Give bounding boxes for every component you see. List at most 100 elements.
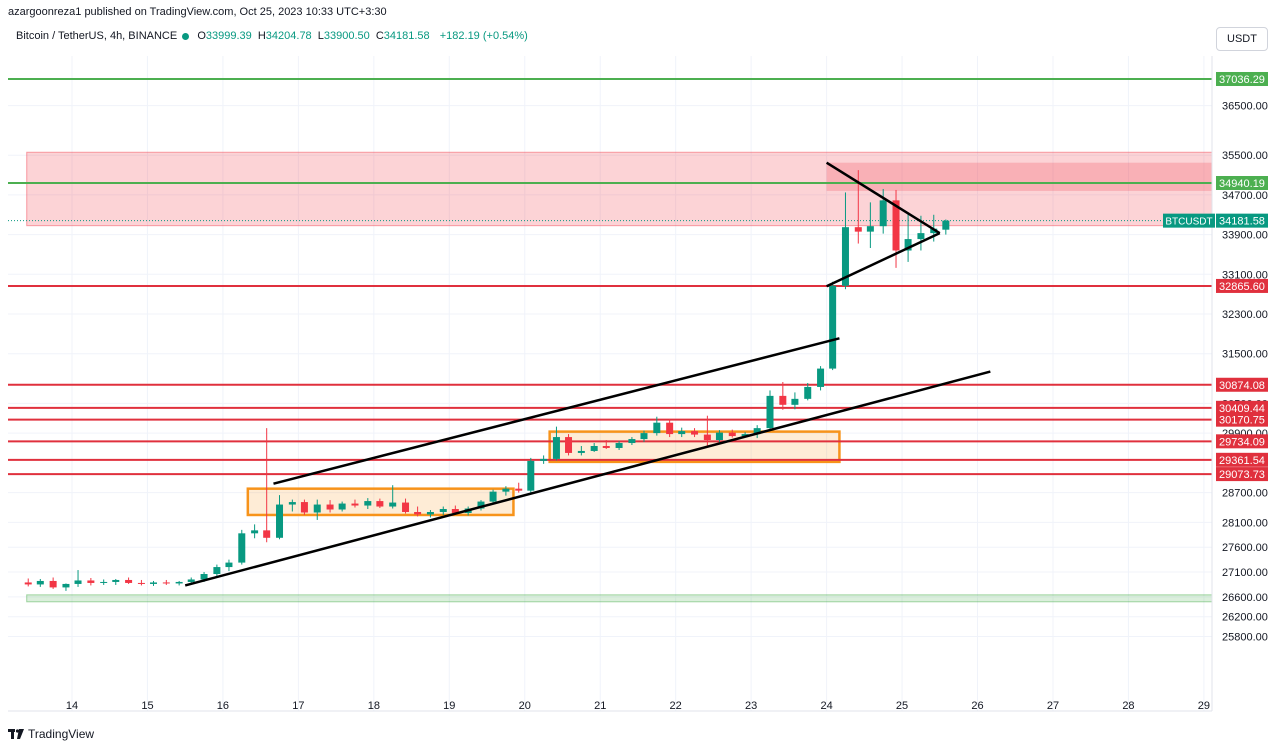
candle-body <box>426 511 434 515</box>
candle <box>866 202 874 249</box>
candle-body <box>552 437 560 459</box>
candle <box>49 577 57 589</box>
level-badge-label: 37036.29 <box>1219 74 1265 86</box>
candle <box>112 578 120 585</box>
price-tick-label: 32300.00 <box>1222 309 1268 321</box>
price-tick-label: 34700.00 <box>1222 190 1268 202</box>
candle-body <box>930 228 938 234</box>
candle-body <box>137 582 145 584</box>
candle <box>766 390 774 431</box>
candle-body <box>288 502 296 505</box>
price-tick-label: 28700.00 <box>1222 488 1268 500</box>
candle-body <box>602 445 610 448</box>
candle <box>804 382 812 401</box>
candle <box>175 580 183 586</box>
symbol-title: Bitcoin / TetherUS, 4h, BINANCE <box>16 30 178 42</box>
candle-body <box>74 580 82 584</box>
time-tick-label: 28 <box>1122 700 1134 712</box>
candle <box>300 499 308 515</box>
candle-body <box>213 567 221 575</box>
time-tick-label: 14 <box>66 700 78 712</box>
level-badge <box>1216 412 1268 427</box>
candle <box>728 429 736 438</box>
ohlc-low: L33900.50 <box>317 30 370 42</box>
candle <box>753 425 761 439</box>
candle-body <box>24 582 32 585</box>
candle <box>904 212 912 262</box>
ohlc-high: H34204.78 <box>257 30 312 42</box>
candle <box>213 564 221 577</box>
candle <box>439 506 447 515</box>
price-axis: 36500.00 35500.00 34700.00 33900.00 33100.00… <box>1163 56 1268 711</box>
candle <box>791 392 799 410</box>
trendline <box>273 337 840 485</box>
currency-button[interactable]: USDT <box>1216 27 1268 51</box>
candle <box>942 219 950 235</box>
level-badge-label: 30170.75 <box>1219 415 1265 427</box>
candle <box>540 455 548 464</box>
symbol-badge <box>1163 213 1215 228</box>
candle <box>263 428 271 543</box>
candle <box>338 501 346 512</box>
candle <box>841 192 849 290</box>
chart-legend: Bitcoin / TetherUS, 4h, BINANCE O33999.3… <box>16 30 528 42</box>
candle <box>615 441 623 450</box>
candle-body <box>753 428 761 435</box>
candle-body <box>502 488 510 492</box>
candle-body <box>389 502 397 507</box>
candle <box>402 498 410 514</box>
candle-body <box>451 509 459 513</box>
price-tick-label: 28100.00 <box>1222 517 1268 529</box>
candle-body <box>100 581 108 583</box>
level-badge <box>1216 452 1268 467</box>
candle <box>552 426 560 461</box>
candle-body <box>854 227 862 232</box>
level-badge <box>1216 377 1268 392</box>
price-tick-label: 26600.00 <box>1222 592 1268 604</box>
candle-body <box>703 434 711 441</box>
time-tick-label: 26 <box>971 700 983 712</box>
resistance-zone-inner <box>826 162 1212 191</box>
candle <box>251 524 259 539</box>
candle-body <box>628 439 636 444</box>
price-tick-label: 25800.00 <box>1222 632 1268 644</box>
price-tick-label: 35500.00 <box>1222 150 1268 162</box>
candle-body <box>766 395 774 429</box>
candle <box>602 440 610 449</box>
candle <box>24 578 32 587</box>
candle-body <box>326 504 334 510</box>
candle <box>426 510 434 518</box>
candle-body <box>892 200 900 251</box>
candle <box>326 500 334 513</box>
trendline <box>184 370 991 587</box>
candle <box>527 457 535 493</box>
time-tick-label: 20 <box>519 700 531 712</box>
time-tick-label: 19 <box>443 700 455 712</box>
price-tick-label: 27100.00 <box>1222 567 1268 579</box>
candle <box>666 419 674 438</box>
candle-body <box>87 580 95 583</box>
publisher-note: azargoonreza1 published on TradingView.c… <box>8 6 387 18</box>
level-badge <box>1216 176 1268 190</box>
candle <box>678 427 686 438</box>
candle-body <box>779 395 787 405</box>
candle <box>100 579 108 585</box>
candle <box>653 416 661 436</box>
time-tick-label: 15 <box>141 700 153 712</box>
candle-body <box>351 503 359 506</box>
candle <box>577 445 585 456</box>
candle <box>74 570 82 587</box>
candle-body <box>678 431 686 435</box>
time-tick-label: 22 <box>670 700 682 712</box>
candle <box>691 428 699 438</box>
candle <box>715 430 723 443</box>
candle <box>590 443 598 452</box>
candle-body <box>225 562 233 568</box>
level-badge-label: 29361.54 <box>1219 455 1265 467</box>
candle-body <box>162 582 170 584</box>
time-tick-label: 18 <box>368 700 380 712</box>
candle-body <box>477 501 485 509</box>
candle <box>779 381 787 410</box>
candle-body <box>112 579 120 582</box>
